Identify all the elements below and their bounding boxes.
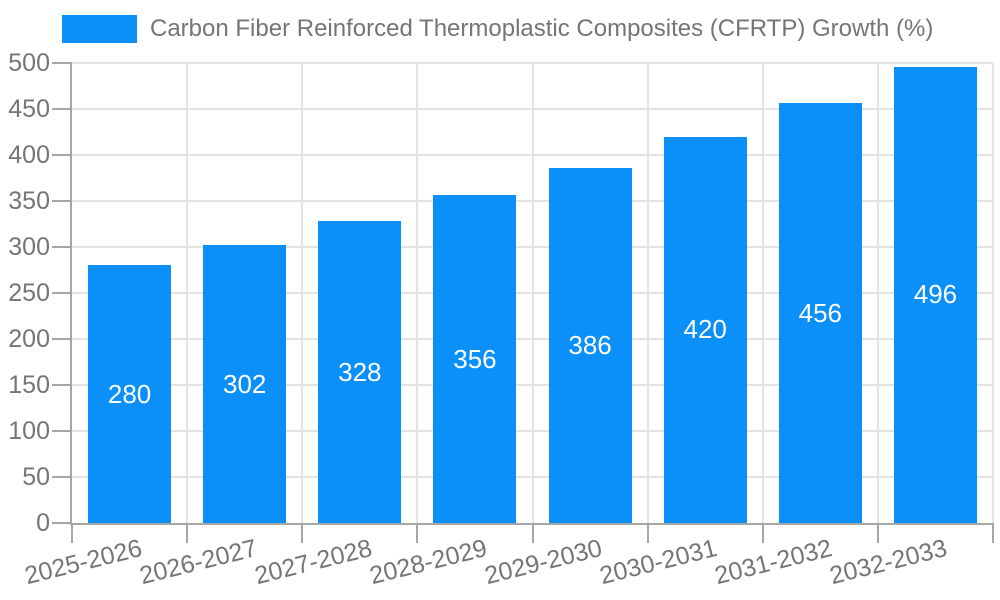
x-axis-tick <box>992 523 994 543</box>
x-gridline <box>301 63 304 523</box>
bar[interactable]: 280 <box>88 265 172 523</box>
bar[interactable]: 420 <box>663 136 747 523</box>
x-gridline <box>761 63 764 523</box>
y-axis-label: 500 <box>8 49 50 77</box>
x-gridline <box>186 63 189 523</box>
y-axis-label: 300 <box>8 233 50 261</box>
bar-value-label: 496 <box>913 279 958 310</box>
y-axis-tick <box>52 522 72 524</box>
y-axis-line <box>70 63 72 525</box>
y-axis-tick <box>52 108 72 110</box>
bar[interactable]: 496 <box>893 66 977 523</box>
y-axis-tick <box>52 338 72 340</box>
y-axis-label: 150 <box>8 371 50 399</box>
x-axis-label: 2027-2028 <box>251 534 375 591</box>
legend-color-swatch <box>62 15 137 43</box>
y-axis-label: 350 <box>8 187 50 215</box>
bar-value-label: 328 <box>338 356 382 387</box>
x-gridline <box>646 63 649 523</box>
bar-value-label: 456 <box>798 297 842 328</box>
y-axis-label: 250 <box>8 279 50 307</box>
y-axis-tick <box>52 476 72 478</box>
y-axis-tick <box>52 384 72 386</box>
bar-value-label: 280 <box>107 378 152 409</box>
x-axis-tick <box>531 523 534 543</box>
x-axis-label: 2029-2030 <box>482 534 605 591</box>
bar-value-label: 386 <box>568 329 612 360</box>
x-axis-line <box>70 523 993 525</box>
y-axis-tick <box>52 154 72 156</box>
y-axis-tick <box>52 246 72 248</box>
legend[interactable]: Carbon Fiber Reinforced Thermoplastic Co… <box>62 15 933 43</box>
x-axis-label: 2031-2032 <box>712 534 836 591</box>
y-axis-label: 0 <box>36 509 50 537</box>
x-gridline <box>416 63 419 523</box>
x-gridline <box>992 63 994 523</box>
y-axis-label: 400 <box>8 141 50 169</box>
y-axis-tick <box>52 430 72 432</box>
bar-value-label: 420 <box>683 314 727 345</box>
bar[interactable]: 456 <box>778 103 862 523</box>
x-axis-label: 2028-2029 <box>366 534 490 591</box>
bar[interactable]: 386 <box>548 167 632 523</box>
y-axis-tick <box>52 62 72 64</box>
x-axis-label: 2025-2026 <box>21 534 145 591</box>
x-gridline <box>876 63 879 523</box>
y-axis-tick <box>52 200 72 202</box>
x-axis-tick <box>71 523 73 543</box>
y-axis-label: 200 <box>8 325 50 353</box>
y-axis-label: 100 <box>8 417 50 445</box>
x-axis-label: 2030-2031 <box>597 534 720 591</box>
x-axis-tick <box>416 523 419 543</box>
x-axis-tick <box>186 523 189 543</box>
x-axis-label: 2032-2033 <box>827 534 951 591</box>
y-axis-label: 450 <box>8 95 50 123</box>
y-axis-label: 50 <box>22 463 50 491</box>
bar[interactable]: 356 <box>433 195 517 523</box>
bar[interactable]: 302 <box>203 245 287 523</box>
x-axis-label: 2026-2027 <box>136 534 260 591</box>
bar-value-label: 302 <box>222 368 267 399</box>
x-axis-tick <box>301 523 304 543</box>
legend-label: Carbon Fiber Reinforced Thermoplastic Co… <box>150 15 934 42</box>
x-axis-tick <box>876 523 879 543</box>
x-gridline <box>531 63 534 523</box>
bar[interactable]: 328 <box>318 221 402 523</box>
x-axis-tick <box>761 523 764 543</box>
bar-value-label: 356 <box>453 343 497 374</box>
y-axis-tick <box>52 292 72 294</box>
x-axis-tick <box>646 523 649 543</box>
